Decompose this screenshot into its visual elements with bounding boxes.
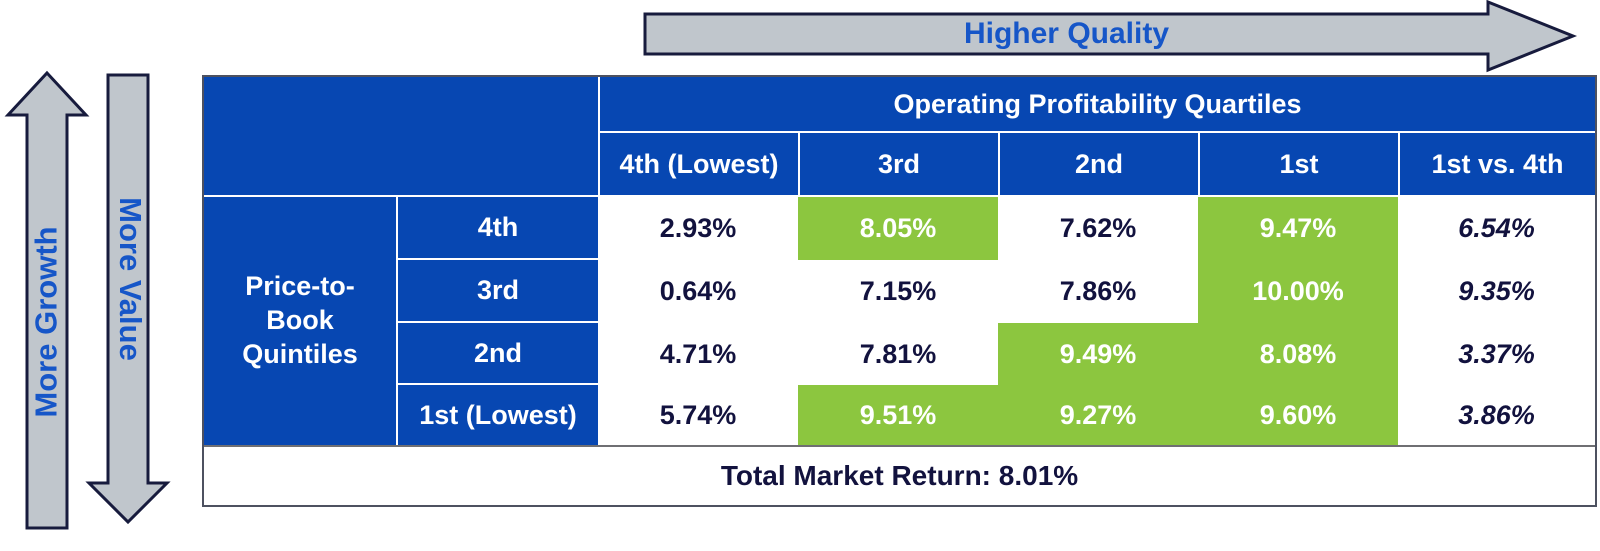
table-cell: 5.74% bbox=[598, 385, 798, 445]
row-label: 1st (Lowest) bbox=[398, 385, 598, 445]
higher-quality-arrow-icon bbox=[643, 0, 1578, 73]
column-header: 1st bbox=[1198, 133, 1398, 197]
table-cell-highlighted: 8.05% bbox=[798, 197, 998, 260]
table-cell-highlighted: 9.27% bbox=[998, 385, 1198, 445]
returns-table: Operating Profitability Quartiles 4th (L… bbox=[202, 75, 1597, 507]
column-header: 1st vs. 4th bbox=[1398, 133, 1595, 197]
total-market-return: Total Market Return: 8.01% bbox=[204, 445, 1595, 505]
table-cell-diff: 3.86% bbox=[1398, 385, 1595, 445]
table-cell-highlighted: 9.51% bbox=[798, 385, 998, 445]
table-cell-highlighted: 9.60% bbox=[1198, 385, 1398, 445]
table-cell-diff: 9.35% bbox=[1398, 260, 1595, 323]
table-cell: 7.15% bbox=[798, 260, 998, 323]
column-header: 4th (Lowest) bbox=[598, 133, 798, 197]
table-cell-highlighted: 10.00% bbox=[1198, 260, 1398, 323]
row-label: 2nd bbox=[398, 323, 598, 385]
column-header: 3rd bbox=[798, 133, 998, 197]
table-cell-highlighted: 8.08% bbox=[1198, 323, 1398, 385]
column-header: 2nd bbox=[998, 133, 1198, 197]
row-label: 4th bbox=[398, 197, 598, 260]
table-cell-diff: 3.37% bbox=[1398, 323, 1595, 385]
table-cell: 2.93% bbox=[598, 197, 798, 260]
row-group-header: Price-to-Book Quintiles bbox=[204, 197, 398, 445]
table-cell: 4.71% bbox=[598, 323, 798, 385]
table-cell: 7.62% bbox=[998, 197, 1198, 260]
column-group-header: Operating Profitability Quartiles bbox=[598, 77, 1595, 133]
more-value-arrow-icon bbox=[85, 73, 171, 525]
table-cell: 0.64% bbox=[598, 260, 798, 323]
row-label: 3rd bbox=[398, 260, 598, 323]
corner-blank-cell bbox=[204, 77, 598, 197]
table-cell: 7.86% bbox=[998, 260, 1198, 323]
table-cell: 7.81% bbox=[798, 323, 998, 385]
table-cell-diff: 6.54% bbox=[1398, 197, 1595, 260]
table-cell-highlighted: 9.49% bbox=[998, 323, 1198, 385]
more-growth-arrow-icon bbox=[4, 70, 90, 530]
table-cell-highlighted: 9.47% bbox=[1198, 197, 1398, 260]
